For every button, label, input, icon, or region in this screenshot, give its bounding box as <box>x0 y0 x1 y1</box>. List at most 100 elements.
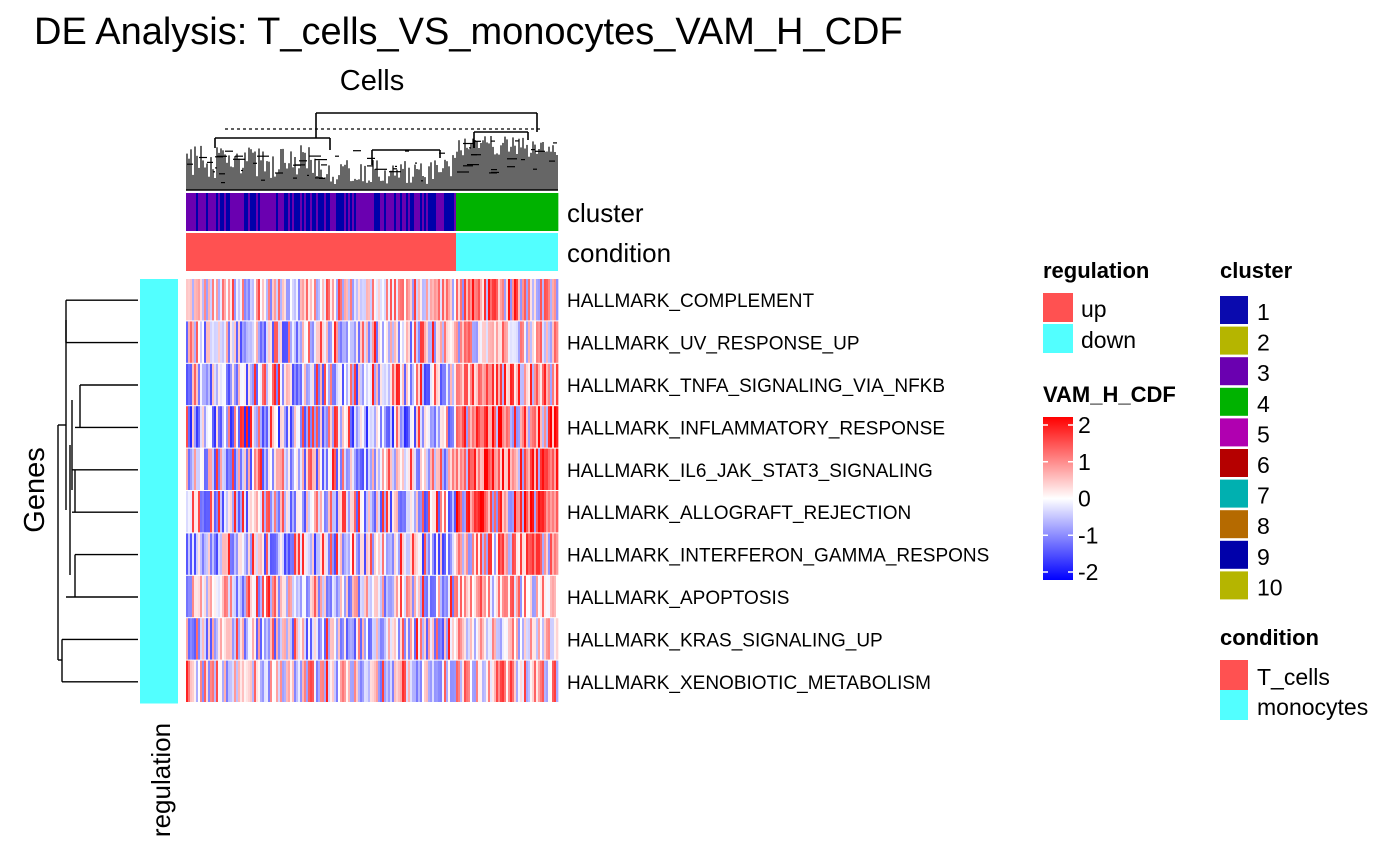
heatmap-cell <box>324 660 327 702</box>
heatmap-cell <box>502 279 505 321</box>
heatmap-cell <box>398 448 401 490</box>
heatmap-cell <box>242 363 245 406</box>
heatmap-cell <box>382 491 385 533</box>
heatmap-cell <box>296 491 299 533</box>
heatmap-cell <box>526 533 529 575</box>
heatmap-cell <box>302 491 305 533</box>
heatmap-cell <box>284 660 287 702</box>
heatmap-cell <box>508 660 511 702</box>
cluster-cell <box>388 193 391 231</box>
heatmap-cell <box>258 660 261 702</box>
heatmap-cell <box>386 491 389 533</box>
heatmap-cell <box>266 575 269 618</box>
heatmap-cell <box>296 660 299 702</box>
heatmap-cell <box>476 491 479 533</box>
heatmap-cell <box>488 533 491 575</box>
heatmap-cell <box>220 618 223 660</box>
heatmap-cell <box>262 660 265 702</box>
heatmap-cell <box>358 618 361 660</box>
color-scale-tick-label: -1 <box>1078 522 1098 548</box>
heatmap-cell <box>208 533 211 575</box>
heatmap-cell <box>350 618 353 660</box>
heatmap-cell <box>462 660 465 702</box>
heatmap-cell <box>304 575 307 618</box>
heatmap-cell <box>454 279 457 321</box>
heatmap-cell <box>470 575 473 618</box>
heatmap-cell <box>278 491 281 533</box>
cluster-cell <box>458 193 461 231</box>
heatmap-cell <box>226 575 229 618</box>
heatmap-cell <box>446 491 449 533</box>
heatmap-cell <box>216 618 219 660</box>
heatmap-cell <box>370 279 373 321</box>
heatmap-cell <box>360 448 363 490</box>
heatmap-cell <box>220 448 223 490</box>
heatmap-cell <box>482 448 485 490</box>
heatmap-cell <box>374 321 377 363</box>
heatmap-cell <box>436 660 439 702</box>
heatmap-cell <box>290 279 293 321</box>
cluster-cell <box>548 193 551 231</box>
heatmap-cell <box>504 406 507 448</box>
cluster-cell <box>336 193 339 231</box>
legend-label: 3 <box>1257 360 1270 386</box>
heatmap-cell <box>414 618 417 660</box>
cluster-cell <box>214 193 217 231</box>
heatmap-cell <box>282 363 285 406</box>
cluster-cell <box>452 193 455 231</box>
heatmap-cell <box>296 363 299 406</box>
heatmap-cell <box>248 321 251 363</box>
heatmap-cell <box>510 406 513 448</box>
heatmap-cell <box>424 660 427 702</box>
cluster-cell <box>396 193 399 231</box>
heatmap-cell <box>488 660 491 702</box>
heatmap-cell <box>392 321 395 363</box>
heatmap-cell <box>274 491 277 533</box>
heatmap-cell <box>534 279 537 321</box>
heatmap-cell <box>232 363 235 406</box>
cluster-cell <box>356 193 359 231</box>
heatmap-cell <box>268 575 271 618</box>
heatmap-cell <box>234 279 237 321</box>
heatmap-cell <box>192 660 195 702</box>
heatmap-cell <box>446 363 449 406</box>
heatmap-cell <box>396 533 399 575</box>
heatmap-cell <box>308 575 311 618</box>
heatmap-cell <box>194 618 197 660</box>
heatmap-cell <box>446 618 449 660</box>
heatmap-cell <box>510 321 513 363</box>
heatmap-cell <box>328 491 331 533</box>
heatmap-cell <box>268 618 271 660</box>
heatmap-cell <box>328 575 331 618</box>
heatmap-cell <box>446 575 449 618</box>
heatmap-cell <box>422 618 425 660</box>
heatmap-cell <box>192 448 195 490</box>
heatmap-cell <box>370 491 373 533</box>
cluster-cell <box>512 193 515 231</box>
heatmap-cell <box>506 533 509 575</box>
heatmap-cell <box>200 406 203 448</box>
heatmap-cell <box>534 363 537 406</box>
heatmap-cell <box>312 406 315 448</box>
heatmap-cell <box>374 279 377 321</box>
heatmap-cell <box>366 575 369 618</box>
heatmap-cell <box>232 491 235 533</box>
heatmap-cell <box>492 448 495 490</box>
heatmap-cell <box>468 363 471 406</box>
heatmap-cell <box>328 618 331 660</box>
heatmap-cell <box>202 660 205 702</box>
heatmap-cell <box>250 575 253 618</box>
heatmap-cell <box>260 618 263 660</box>
heatmap-cell <box>200 279 203 321</box>
heatmap-cell <box>372 363 375 406</box>
heatmap-cell <box>234 321 237 363</box>
heatmap-cell <box>480 660 483 702</box>
heatmap-cell <box>444 491 447 533</box>
heatmap-cell <box>502 618 505 660</box>
heatmap-cell <box>350 406 353 448</box>
heatmap-cell <box>302 363 305 406</box>
heatmap-cell <box>236 533 239 575</box>
heatmap-cell <box>556 533 559 575</box>
heatmap-cell <box>502 406 505 448</box>
